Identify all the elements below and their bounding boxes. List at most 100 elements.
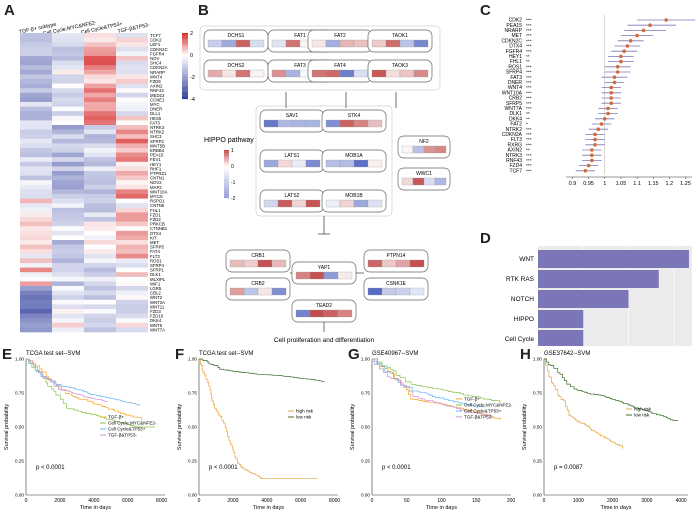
pathway-legend-segment [224,194,229,196]
heatmap-cell [20,129,52,135]
km-survival-curve [26,358,155,428]
gene-box-stk4-label: STK4 [348,113,361,119]
heatmap-cell [20,318,52,324]
expression-cell [409,287,425,296]
heatmap-cell [116,166,148,172]
heatmap-cell [20,249,52,255]
forest-significance: ** [526,54,530,60]
forest-gene-label: NTRK2 [506,127,523,133]
heatmap-cell [116,194,148,199]
heatmap-cell [52,97,84,103]
heatmap-cell [84,244,116,250]
heatmap-legend-segment [182,63,188,65]
forest-significance: *** [526,96,532,102]
expression-cell [235,69,251,78]
forest-significance: *** [526,80,532,86]
heatmap-cell [52,318,84,324]
heatmap-cell [116,60,148,66]
heatmap-legend-segment [182,69,188,71]
gene-box-ptpn14-label: PTPN14 [387,253,406,259]
heatmap-cell [52,33,84,38]
heatmap-gene-label: CDKN2A [150,65,168,70]
heatmap-cell [116,322,148,328]
expression-cell [371,39,387,48]
forest-significance: *** [526,23,532,29]
heatmap-cell [20,304,52,310]
heatmap-cell [84,194,116,199]
km-y-tick-label: 0.75 [15,391,24,396]
forest-gene-label: NTRK3 [506,153,523,159]
heatmap-legend-segment [182,78,188,80]
km-survival-curve [372,358,491,417]
heatmap-cell [52,157,84,163]
km-legend-label: Cell Cycle,MYC&NFE2- [464,403,513,408]
expression-cell [413,69,429,78]
expression-cell [434,177,447,186]
heatmap-legend-segment [182,93,188,95]
heatmap-gene-label: SHC3 [150,134,162,139]
heatmap-cell [52,46,84,52]
gene-box-fat4-label: FAT4 [334,63,346,69]
heatmap-gene-label: WNT6 [150,323,163,328]
heatmap-legend-segment [182,35,188,37]
heatmap-cell [116,230,148,236]
expression-cell [295,271,311,280]
pathway-legend-segment [224,160,229,163]
heatmap-legend-tick: 0 [190,53,193,59]
forest-point [635,33,639,38]
forest-point [593,143,597,147]
forest-point [625,44,630,48]
heatmap-cell [116,318,148,324]
heatmap-cell [52,56,84,61]
heatmap-cell [116,258,148,264]
heatmap-cell [116,327,148,333]
expression-cell [399,39,415,48]
heatmap-cell [20,33,52,38]
heatmap-cell [116,198,148,204]
expression-cell [271,259,287,268]
forest-significance: *** [526,70,532,76]
forest-point [615,70,620,74]
heatmap-cell [84,304,116,310]
pathway-legend-segment [224,195,229,197]
heatmap-gene-label: NTRK3 [150,125,165,130]
km-y-tick-label: 0.00 [533,493,542,498]
km-legend-label: TGF-β+ [108,415,124,420]
km-x-tick-label: 1000 [573,498,584,504]
heatmap-gene-label: CCNE1 [150,97,165,102]
heatmap-gene-label: WNT2 [150,295,163,300]
expression-cell [423,145,436,154]
expression-cell [305,159,321,168]
heatmap-gene-label: CTNNB1 [150,226,168,231]
expression-cell [339,159,355,168]
pathway-legend-segment [224,169,229,171]
km-survival-curve [372,358,484,408]
heatmap-cell [116,175,148,181]
forest-significance: *** [526,85,532,91]
gene-box-csnk1e-label: CSNK1E [386,281,407,287]
km-pvalue: p < 0.0001 [382,465,411,471]
heatmap-gene-label: DNER [150,107,162,112]
heatmap-cell [52,148,84,153]
heatmap-cell [84,226,116,232]
heatmap-cell [52,102,84,107]
heatmap-cell [52,175,84,181]
forest-point [606,111,610,116]
heatmap-cell [20,51,52,57]
forest-point [583,169,588,173]
gene-box-nf2-label: NF2 [419,139,429,145]
expression-cell [325,119,341,128]
heatmap-cell [20,60,52,66]
km-y-tick-label: 0.75 [533,391,542,396]
expression-cell [325,39,341,48]
heatmap-cell [116,125,148,130]
expression-cell [367,159,383,168]
heatmap-cell [84,290,116,296]
heatmap-legend-segment [182,81,188,83]
km-y-tick-label: 0.00 [361,493,370,498]
heatmap-cell [20,212,52,218]
pathway-legend-segment [224,174,229,176]
heatmap-legend-segment [182,66,188,68]
heatmap-cell [84,253,116,259]
